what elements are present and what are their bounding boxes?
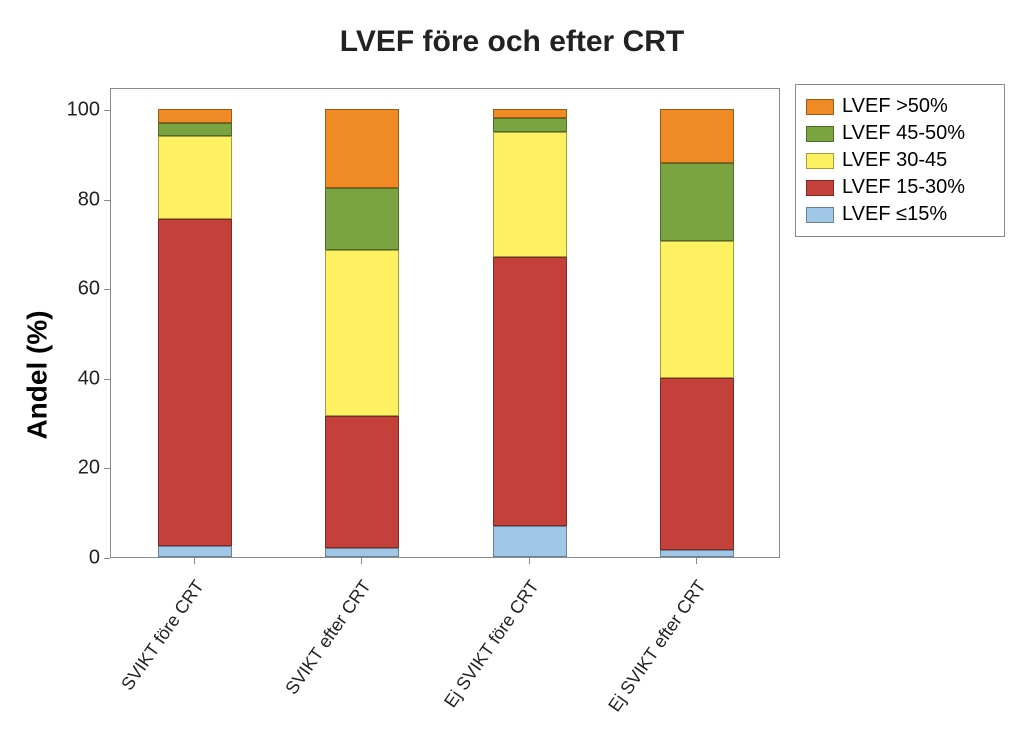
- legend-item: LVEF 45-50%: [806, 120, 992, 147]
- x-tick-mark: [361, 558, 362, 564]
- legend: LVEF >50%LVEF 45-50%LVEF 30-45LVEF 15-30…: [795, 84, 1005, 237]
- legend-item: LVEF >50%: [806, 93, 992, 120]
- y-tick-mark: [104, 200, 110, 201]
- bar-segment-15_30: [493, 257, 567, 526]
- legend-label: LVEF 45-50%: [842, 120, 965, 147]
- bar-segment-45_50: [493, 118, 567, 131]
- y-axis-label: Andel (%): [22, 310, 54, 439]
- x-tick-label: Ej SVIKT före CRT: [411, 576, 543, 752]
- legend-item: LVEF 30-45: [806, 147, 992, 174]
- legend-swatch: [806, 153, 834, 169]
- bar-segment-le15: [158, 546, 232, 557]
- legend-label: LVEF 30-45: [842, 147, 947, 174]
- bar: [660, 89, 734, 557]
- x-tick-mark: [194, 558, 195, 564]
- y-tick-mark: [104, 289, 110, 290]
- y-tick-label: 60: [60, 278, 100, 301]
- bar-segment-30_45: [325, 250, 399, 416]
- y-tick-label: 40: [60, 367, 100, 390]
- legend-swatch: [806, 99, 834, 115]
- y-tick-label: 80: [60, 188, 100, 211]
- y-tick-mark: [104, 558, 110, 559]
- x-tick-mark: [696, 558, 697, 564]
- y-tick-label: 100: [60, 99, 100, 122]
- y-tick-mark: [104, 110, 110, 111]
- bar-segment-gt50: [660, 109, 734, 163]
- bar-segment-le15: [660, 550, 734, 557]
- bar-segment-gt50: [158, 109, 232, 122]
- bar-segment-30_45: [660, 241, 734, 378]
- y-tick-label: 0: [60, 547, 100, 570]
- legend-label: LVEF 15-30%: [842, 174, 965, 201]
- bar-segment-gt50: [325, 109, 399, 187]
- bar-segment-30_45: [158, 136, 232, 219]
- bar-segment-30_45: [493, 132, 567, 257]
- bar-segment-15_30: [325, 416, 399, 548]
- bar: [325, 89, 399, 557]
- x-tick-label: Ej SVIKT efter CRT: [579, 576, 711, 752]
- x-tick-label: SVIKT före CRT: [76, 576, 208, 752]
- legend-item: LVEF ≤15%: [806, 201, 992, 228]
- bar: [493, 89, 567, 557]
- x-tick-label: SVIKT efter CRT: [244, 576, 376, 752]
- y-tick-label: 20: [60, 457, 100, 480]
- bar-segment-15_30: [158, 219, 232, 546]
- bar-segment-45_50: [158, 123, 232, 136]
- y-axis-label-container: Andel (%): [18, 0, 58, 749]
- legend-swatch: [806, 126, 834, 142]
- legend-label: LVEF >50%: [842, 93, 948, 120]
- y-tick-mark: [104, 468, 110, 469]
- legend-swatch: [806, 180, 834, 196]
- chart-title: LVEF före och efter CRT: [0, 25, 1024, 59]
- legend-swatch: [806, 207, 834, 223]
- legend-item: LVEF 15-30%: [806, 174, 992, 201]
- bar: [158, 89, 232, 557]
- bar-segment-gt50: [493, 109, 567, 118]
- chart-container: LVEF före och efter CRT Andel (%) LVEF >…: [0, 0, 1024, 749]
- bar-segment-45_50: [325, 188, 399, 251]
- legend-label: LVEF ≤15%: [842, 201, 947, 228]
- plot-area: [110, 88, 780, 558]
- bar-segment-45_50: [660, 163, 734, 241]
- bar-segment-le15: [493, 526, 567, 557]
- x-tick-mark: [529, 558, 530, 564]
- y-tick-mark: [104, 379, 110, 380]
- bar-segment-15_30: [660, 378, 734, 550]
- bar-segment-le15: [325, 548, 399, 557]
